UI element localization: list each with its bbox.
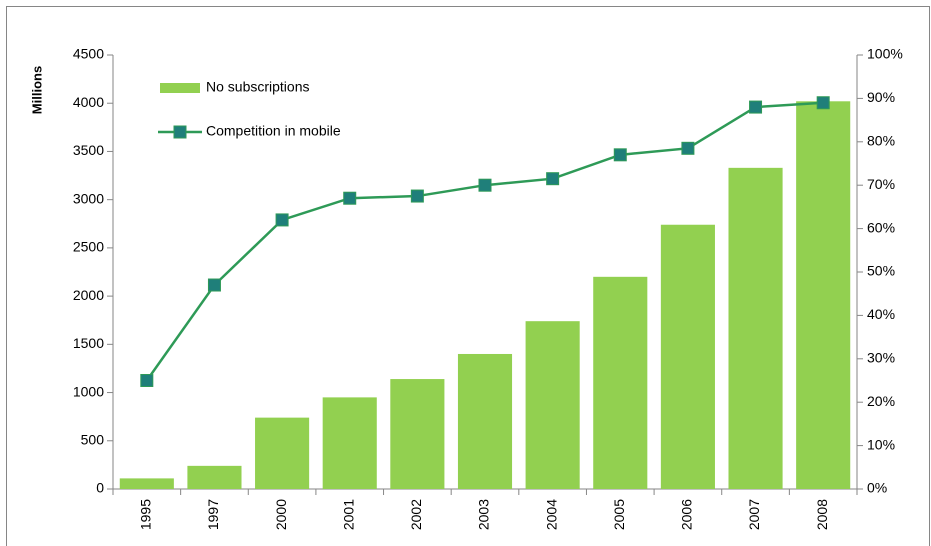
y2-tick-label: 100% — [867, 46, 903, 62]
x-tick-label: 2006 — [679, 499, 695, 530]
y2-tick-label: 90% — [867, 89, 895, 105]
bar — [187, 465, 242, 489]
line-marker — [816, 96, 830, 110]
bar — [728, 167, 783, 489]
bar — [593, 276, 648, 489]
y2-tick-label: 40% — [867, 306, 895, 322]
x-tick-label: 2003 — [476, 499, 492, 530]
chart-frame — [6, 6, 930, 546]
legend-swatch — [160, 83, 200, 93]
x-tick-label: 2004 — [543, 499, 559, 530]
line-marker — [275, 213, 289, 227]
line-marker — [478, 178, 492, 192]
line-marker — [140, 374, 154, 387]
y2-tick-label: 80% — [867, 133, 895, 149]
x-tick-label: 1995 — [138, 499, 154, 530]
x-tick-label: 2000 — [273, 499, 289, 530]
line-marker — [410, 189, 424, 203]
x-tick-label: 2005 — [611, 499, 627, 530]
y-tick-label: 2500 — [73, 239, 104, 255]
y-tick-label: 1000 — [73, 383, 104, 399]
legend-label: Competition in mobile — [206, 123, 341, 139]
y-tick-label: 4000 — [73, 94, 104, 110]
x-tick-label: 1997 — [205, 499, 221, 530]
x-tick-label: 2002 — [408, 499, 424, 530]
bar — [322, 397, 377, 489]
y-tick-label: 500 — [81, 431, 105, 447]
line-marker — [681, 141, 695, 155]
x-tick-label: 2007 — [746, 499, 762, 530]
bar — [796, 101, 851, 489]
bar — [119, 478, 174, 489]
line-marker — [207, 278, 221, 292]
legend-label: No subscriptions — [206, 79, 310, 95]
y2-tick-label: 60% — [867, 219, 895, 235]
y2-tick-label: 10% — [867, 436, 895, 452]
y2-tick-label: 50% — [867, 263, 895, 279]
bar — [390, 379, 445, 489]
bar — [660, 224, 715, 489]
y-tick-label: 4500 — [73, 46, 104, 62]
x-tick-label: 2001 — [340, 499, 356, 530]
y-axis-label: Millions — [29, 66, 44, 114]
line-marker — [749, 100, 763, 114]
y-tick-label: 1500 — [73, 335, 104, 351]
legend-marker — [173, 125, 187, 139]
y-tick-label: 3500 — [73, 142, 104, 158]
line-marker — [613, 148, 627, 162]
line — [145, 101, 824, 382]
y-tick-label: 3000 — [73, 190, 104, 206]
y2-tick-label: 20% — [867, 393, 895, 409]
bar — [457, 353, 513, 489]
x-tick-label: 2008 — [814, 499, 830, 530]
y2-tick-label: 70% — [867, 176, 895, 192]
bar — [255, 417, 310, 489]
line-marker — [546, 172, 560, 186]
bar — [525, 321, 580, 489]
y2-tick-label: 30% — [867, 350, 895, 366]
y-tick-label: 0 — [96, 480, 104, 496]
y-tick-label: 2000 — [73, 287, 104, 303]
y2-tick-label: 0% — [867, 480, 887, 496]
line-marker — [343, 191, 357, 205]
